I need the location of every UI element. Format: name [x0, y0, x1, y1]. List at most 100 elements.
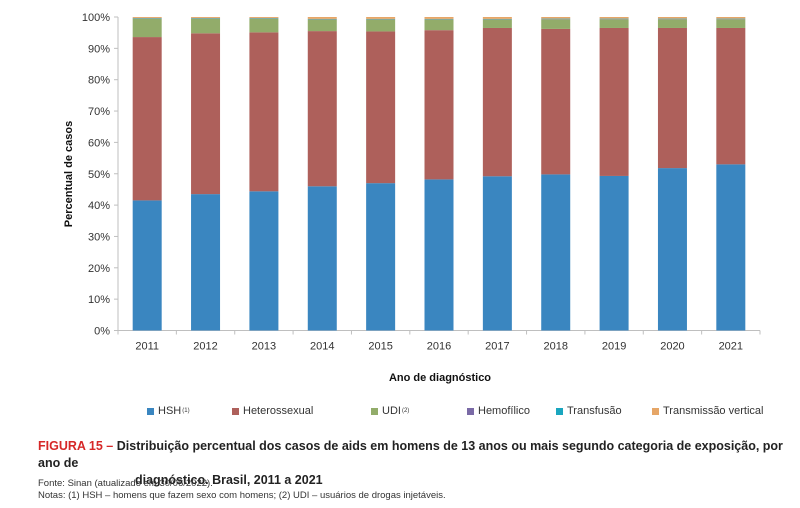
source-text: Fonte: Sinan (atualizado em 30/06/2022). [38, 478, 213, 489]
bar-segment-transmissao-vertical [599, 17, 629, 19]
bar-segment-transmissao-vertical [657, 17, 687, 19]
bar-segment-hsh [366, 183, 396, 331]
y-tick-label: 10% [88, 294, 110, 306]
bar-stack-2019 [599, 17, 629, 331]
bar-segment-hsh [191, 194, 221, 331]
bar-segment-hsh [307, 186, 337, 331]
bar-segment-heterossexual [599, 27, 629, 176]
bar-stack-2015 [366, 17, 396, 331]
legend-label: Transmissão vertical [663, 405, 764, 417]
bar-segment-heterossexual [307, 31, 337, 187]
legend-superscript: (1) [182, 408, 190, 414]
y-tick-label: 90% [88, 43, 110, 55]
bar-segment-udi [482, 19, 512, 28]
x-tick-label: 2017 [485, 341, 509, 353]
bar-segment-hsh [132, 200, 162, 331]
x-tick-label: 2019 [602, 341, 626, 353]
bar-segment-udi [424, 19, 454, 31]
y-tick-label: 60% [88, 137, 110, 149]
bar-segment-udi [366, 19, 396, 32]
y-axis: 0% 10% 20% 30% 40% 50% 60% 70% 80% 90% 100% [82, 12, 119, 338]
bar-segment-heterossexual [132, 37, 162, 201]
x-tick-label: 2014 [310, 341, 334, 353]
y-axis-title: Percentual de casos [63, 121, 75, 227]
bar-stack-2016 [424, 17, 454, 331]
legend-label: UDI [382, 405, 401, 417]
bar-segment-heterossexual [541, 28, 571, 175]
y-tick-label: 80% [88, 75, 110, 87]
legend-item-heterossexual: Heterossexual [232, 405, 313, 417]
bar-segment-transmissao-vertical [541, 17, 571, 19]
bar-stack-2017 [482, 17, 512, 331]
legend-label: HSH [158, 405, 182, 417]
legend-label: Hemofílico [478, 405, 530, 417]
bar-segment-transmissao-vertical [132, 17, 162, 18]
bar-segment-hsh [599, 175, 629, 331]
bar-segment-transmissao-vertical [249, 17, 279, 18]
bar-stack-2014 [307, 17, 337, 331]
bar-stack-2011 [132, 17, 162, 331]
bar-segment-udi [541, 19, 571, 29]
bar-segment-transmissao-vertical [716, 17, 746, 19]
legend-swatch [232, 407, 239, 415]
legend-superscript: (2) [401, 408, 410, 414]
y-tick-label: 70% [88, 106, 110, 118]
legend-swatch [371, 407, 378, 415]
legend-swatch [147, 407, 154, 415]
stacked-bar-chart: 0% 10% 20% 30% 40% 50% 60% 70% 80% 90% 100% 2011 20… [63, 12, 761, 384]
legend-label: Heterossexual [243, 405, 314, 417]
bar-segment-transmissao-vertical [307, 17, 337, 19]
x-tick-label: 2011 [135, 341, 159, 353]
bar-segment-udi [716, 19, 746, 28]
bar-segment-udi [657, 19, 687, 28]
legend: HSH (1) Heterossexual UDI (2) Hemofílico Trans… [0, 405, 800, 421]
bar-segment-heterossexual [366, 31, 396, 184]
bar-segment-udi [191, 18, 221, 34]
legend-swatch [652, 407, 659, 415]
legend-swatch [556, 407, 563, 415]
bar-segment-hsh [657, 168, 687, 331]
bars [132, 17, 746, 331]
bar-segment-hsh [424, 179, 454, 331]
x-axis-title: Ano de diagnóstico [389, 372, 491, 384]
bar-segment-heterossexual [249, 32, 279, 192]
bar-segment-hsh [541, 174, 571, 331]
bar-stack-2018 [541, 17, 571, 331]
x-tick-label: 2013 [252, 341, 276, 353]
bar-segment-hsh [249, 191, 279, 331]
bar-segment-udi [132, 18, 162, 38]
y-tick-label: 0% [94, 326, 110, 338]
bar-segment-heterossexual [424, 30, 454, 180]
bar-stack-2013 [249, 17, 279, 331]
legend-item-hsh: HSH (1) [147, 405, 190, 417]
notes-text: Notas: (1) HSH – homens que fazem sexo c… [38, 490, 446, 501]
x-axis: 2011 2012 2013 2014 2015 2016 2017 2018 2019 2020… [117, 330, 761, 353]
bar-segment-udi [249, 18, 279, 33]
bar-segment-transmissao-vertical [191, 17, 221, 18]
y-tick-label: 100% [82, 12, 110, 24]
bar-segment-transmissao-vertical [482, 17, 512, 19]
bar-stack-2020 [657, 17, 687, 331]
x-tick-label: 2018 [543, 341, 567, 353]
figure-caption: FIGURA 15 – Distribuição percentual dos … [38, 438, 788, 489]
bar-segment-hsh [716, 164, 746, 331]
x-tick-label: 2021 [719, 341, 743, 353]
y-tick-label: 30% [88, 231, 110, 243]
x-tick-label: 2016 [427, 341, 451, 353]
bar-stack-2021 [716, 17, 746, 331]
y-tick-label: 50% [88, 169, 110, 181]
y-tick-label: 40% [88, 200, 110, 212]
legend-item-transfusao: Transfusão [556, 405, 622, 417]
bar-segment-heterossexual [191, 33, 221, 195]
figure-caption-line2: diagnóstico. Brasil, 2011 a 2021 [135, 473, 323, 487]
bar-segment-transmissao-vertical [366, 17, 396, 19]
legend-item-transmissao-vertical: Transmissão vertical [652, 405, 763, 417]
bar-stack-2012 [191, 17, 221, 331]
x-tick-label: 2015 [368, 341, 392, 353]
source-notes: Fonte: Sinan (atualizado em 30/06/2022).… [38, 478, 446, 502]
figure-label: FIGURA 15 – [38, 439, 114, 453]
x-tick-label: 2012 [193, 341, 217, 353]
bar-segment-transmissao-vertical [424, 17, 454, 19]
y-tick-label: 20% [88, 263, 110, 275]
legend-swatch [467, 407, 474, 415]
